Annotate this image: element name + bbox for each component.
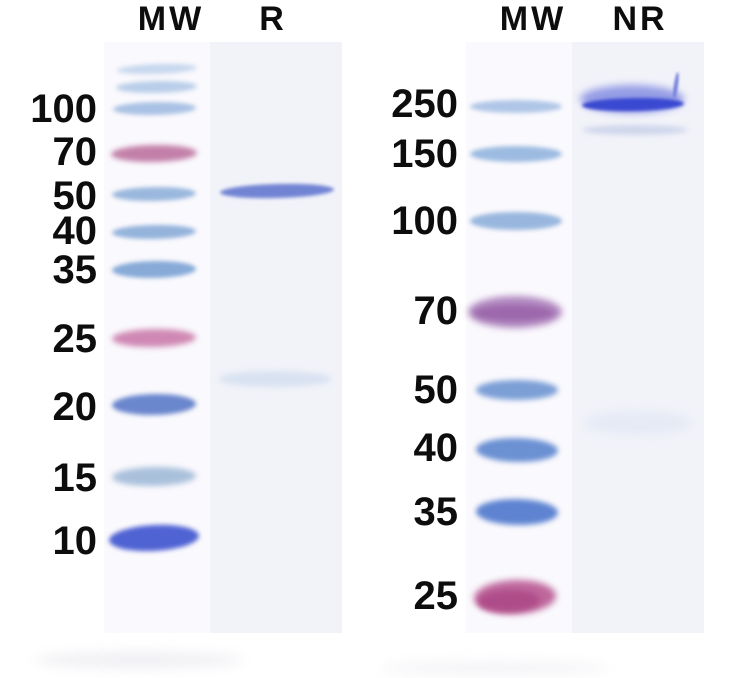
lane-header-reduced-mw: MW <box>137 0 205 38</box>
marker-label-non-reduced-250: 250 <box>391 82 458 126</box>
smudge-below-right-gel <box>380 662 610 674</box>
lane-strip-reduced-mw <box>104 42 210 633</box>
lane-header-non-reduced-nr: NR <box>612 0 668 38</box>
marker-label-non-reduced-100: 100 <box>391 199 458 243</box>
marker-label-reduced-15: 15 <box>52 456 98 500</box>
marker-label-reduced-35: 35 <box>52 248 98 292</box>
lane-header-non-reduced-mw: MW <box>499 0 567 38</box>
marker-label-reduced-70: 70 <box>52 130 98 174</box>
marker-label-reduced-25: 25 <box>52 317 98 361</box>
lane-strip-non-reduced-nr <box>572 42 704 633</box>
marker-label-non-reduced-25: 25 <box>413 574 459 618</box>
marker-label-reduced-20: 20 <box>52 385 98 429</box>
marker-label-reduced-100: 100 <box>30 87 97 131</box>
marker-label-reduced-40: 40 <box>52 209 98 253</box>
lane-strip-reduced-r <box>210 42 342 633</box>
marker-label-reduced-50: 50 <box>52 174 98 218</box>
marker-label-non-reduced-35: 35 <box>413 490 459 534</box>
marker-label-non-reduced-40: 40 <box>413 426 459 470</box>
marker-label-non-reduced-50: 50 <box>413 368 459 412</box>
lane-header-reduced-r: R <box>259 0 287 38</box>
marker-label-non-reduced-150: 150 <box>391 132 458 176</box>
marker-label-non-reduced-70: 70 <box>413 289 459 333</box>
smudge-below-left-gel <box>34 652 244 668</box>
marker-label-reduced-10: 10 <box>52 519 98 563</box>
lane-strip-non-reduced-mw <box>466 42 572 633</box>
